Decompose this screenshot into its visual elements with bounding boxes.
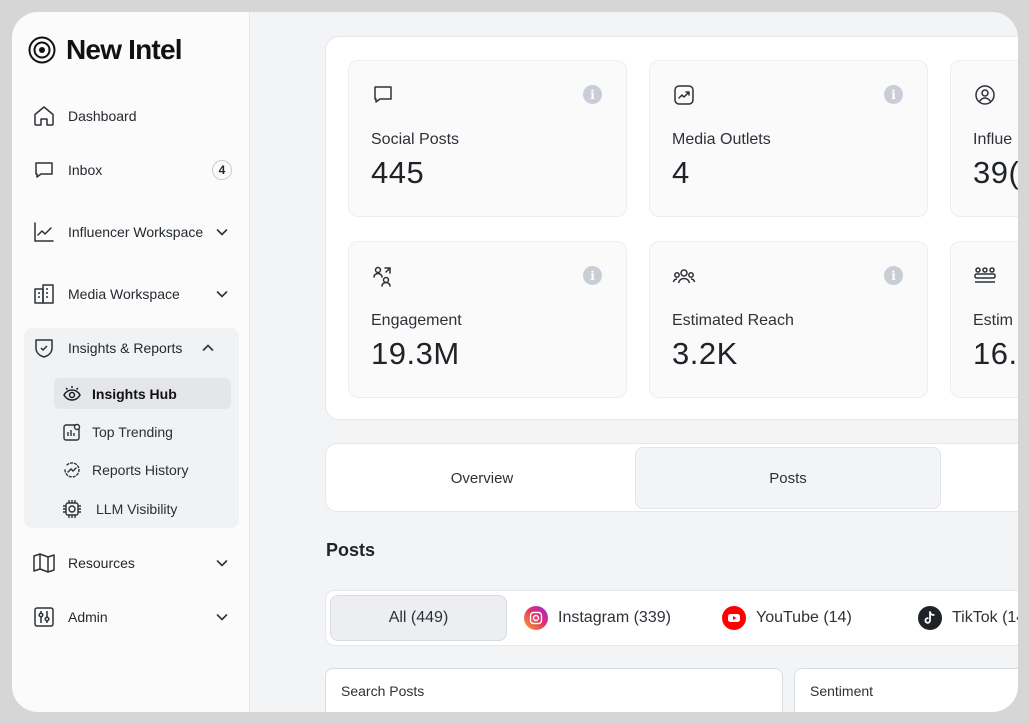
stat-card-estimated[interactable]: Estim 16.4 <box>950 241 1018 398</box>
chevron-down-icon <box>216 291 228 298</box>
sidebar-item-label: Resources <box>68 555 135 571</box>
info-icon[interactable]: i <box>884 85 903 104</box>
sentiment-label: Sentiment <box>810 683 874 699</box>
filter-label: All (449) <box>388 609 449 626</box>
inbox-count-badge: 4 <box>212 160 232 180</box>
stat-card-engagement[interactable]: i Engagement 19.3M <box>348 241 627 398</box>
stat-label: Estim <box>973 312 1013 329</box>
sidebar-item-label: Inbox <box>68 162 103 178</box>
filter-all[interactable]: All (449) <box>330 595 507 641</box>
bar-chart-icon <box>62 422 82 442</box>
filter-instagram[interactable]: Instagram (339) <box>524 595 671 641</box>
stat-card-media-outlets[interactable]: i Media Outlets 4 <box>649 60 928 217</box>
sentiment-select[interactable]: Sentiment <box>794 668 1018 712</box>
group-icon <box>973 264 997 288</box>
users-icon <box>672 264 696 288</box>
sidebar-subitem-label: Insights Hub <box>92 385 177 402</box>
info-icon[interactable]: i <box>884 266 903 285</box>
tab-posts[interactable]: Posts <box>635 447 941 509</box>
chip-icon <box>62 499 86 519</box>
youtube-icon <box>722 606 746 630</box>
sidebar: New Intel Dashboard Inbox 4 Influencer W… <box>12 12 250 712</box>
stat-label: Estimated Reach <box>672 312 794 329</box>
shield-icon <box>32 336 56 360</box>
sidebar-item-label: Dashboard <box>68 108 137 124</box>
platform-filter-bar: All (449) Instagram (339) YouTube (14) T… <box>325 590 1018 646</box>
stat-label: Influe <box>973 131 1013 148</box>
sidebar-item-dashboard[interactable]: Dashboard <box>24 96 238 136</box>
sidebar-item-insights-reports[interactable]: Insights & Reports <box>24 328 238 368</box>
stat-label: Engagement <box>371 312 462 329</box>
filter-label: TikTok (14 <box>952 609 1018 626</box>
brand[interactable]: New Intel <box>28 34 183 66</box>
sidebar-item-resources[interactable]: Resources <box>24 543 238 583</box>
search-posts-field[interactable]: Search Posts <box>325 668 783 712</box>
sidebar-item-media-workspace[interactable]: Media Workspace <box>24 274 238 314</box>
brand-name: New Intel <box>66 34 183 65</box>
sidebar-item-label: Insights & Reports <box>68 340 183 356</box>
tiktok-icon <box>918 606 942 630</box>
sidebar-item-label: Admin <box>68 609 108 625</box>
sidebar-subitem-reports-history[interactable]: Reports History <box>54 454 231 485</box>
chevron-down-icon <box>216 614 228 621</box>
user-circle-icon <box>973 83 997 107</box>
chat-icon <box>371 83 395 107</box>
brand-logo-icon <box>28 36 56 64</box>
line-chart-icon <box>32 220 56 244</box>
sidebar-item-label: Influencer Workspace <box>68 224 204 240</box>
view-tabs: Overview Posts <box>325 443 1018 512</box>
tab-overview[interactable]: Overview <box>450 469 514 487</box>
stat-card-influencers[interactable]: Influe 39( <box>950 60 1018 217</box>
chevron-down-icon <box>216 560 228 567</box>
chevron-up-icon <box>202 344 214 351</box>
stat-value: 39( <box>973 155 1018 190</box>
search-posts-label: Search Posts <box>341 683 425 699</box>
filter-label: Instagram (339) <box>558 609 671 626</box>
stat-card-estimated-reach[interactable]: i Estimated Reach 3.2K <box>649 241 928 398</box>
sidebar-subitem-label: Top Trending <box>92 423 173 440</box>
sidebar-item-inbox[interactable]: Inbox 4 <box>24 150 238 190</box>
chevron-down-icon <box>216 229 228 236</box>
instagram-icon <box>524 606 548 630</box>
sliders-icon <box>32 605 56 629</box>
section-title: Posts <box>326 540 376 560</box>
home-icon <box>32 104 56 128</box>
book-icon <box>32 551 56 575</box>
info-icon[interactable]: i <box>583 85 602 104</box>
sidebar-subitem-llm-visibility[interactable]: LLM Visibility <box>54 493 231 524</box>
sidebar-item-influencer-workspace[interactable]: Influencer Workspace <box>24 212 238 252</box>
stat-label: Social Posts <box>371 131 460 148</box>
filter-youtube[interactable]: YouTube (14) <box>722 595 852 641</box>
stat-value: 445 <box>371 155 425 190</box>
sidebar-subitem-insights-hub[interactable]: Insights Hub <box>54 378 231 409</box>
eye-icon <box>62 384 82 404</box>
sidebar-item-label: Media Workspace <box>68 286 180 302</box>
engagement-icon <box>371 264 395 288</box>
info-icon[interactable]: i <box>583 266 602 285</box>
sidebar-item-admin[interactable]: Admin <box>24 597 238 637</box>
filter-tiktok[interactable]: TikTok (14 <box>918 595 1018 641</box>
history-icon <box>62 460 82 480</box>
sidebar-subitem-label: LLM Visibility <box>96 500 178 517</box>
insights-reports-group <box>24 328 239 528</box>
stat-label: Media Outlets <box>672 131 771 148</box>
stat-card-social-posts[interactable]: i Social Posts 445 <box>348 60 627 217</box>
trend-icon <box>672 83 696 107</box>
stat-value: 19.3M <box>371 336 460 371</box>
stat-value: 3.2K <box>672 336 738 371</box>
building-icon <box>32 282 56 306</box>
sidebar-subitem-label: Reports History <box>92 461 189 478</box>
stat-value: 4 <box>672 155 690 190</box>
chat-icon <box>32 158 56 182</box>
filter-label: YouTube (14) <box>756 609 852 626</box>
sidebar-subitem-top-trending[interactable]: Top Trending <box>54 416 231 447</box>
stat-value: 16.4 <box>973 336 1018 371</box>
app-window: New Intel Dashboard Inbox 4 Influencer W… <box>12 12 1018 712</box>
stats-panel: i Social Posts 445 i Media Outlets 4 Inf… <box>325 36 1018 420</box>
